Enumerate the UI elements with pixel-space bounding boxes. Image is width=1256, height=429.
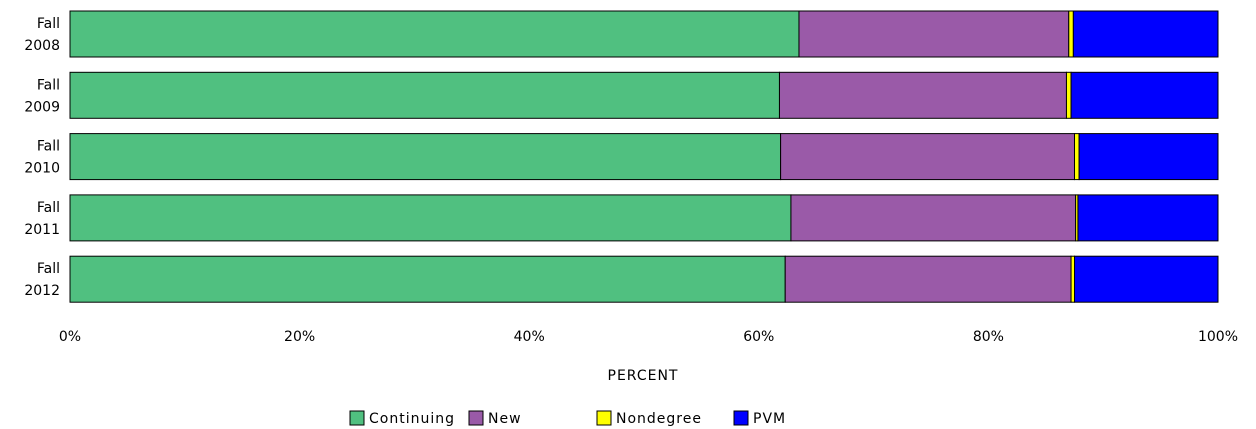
legend-label-new: New xyxy=(488,411,522,427)
bar-continuing-fall-2009 xyxy=(69,71,780,119)
bar-pvm-fall-2011 xyxy=(1077,194,1219,242)
x-axis-ticks: 0% 20% 40% 60% 80% 100% xyxy=(59,329,1238,345)
category-label: Fall 2010 xyxy=(24,139,60,177)
bar-continuing-fall-2012 xyxy=(69,255,786,303)
category-labels: Fall 2008 Fall 2009 Fall 2010 Fall 2011 Fall 2012 xyxy=(24,16,60,299)
bar-pvm-fall-2012 xyxy=(1074,255,1219,303)
bar-pvm-fall-2008 xyxy=(1072,10,1219,58)
bars-group xyxy=(69,10,1219,303)
bar-new-fall-2012 xyxy=(784,255,1072,303)
category-label: Fall 2008 xyxy=(24,16,60,54)
bar-pvm-fall-2009 xyxy=(1070,71,1219,119)
bar-nondegree-fall-2009 xyxy=(1065,71,1072,119)
legend-swatch-continuing xyxy=(349,410,365,426)
legend-label-continuing: Continuing xyxy=(369,411,455,427)
bar-nondegree-fall-2008 xyxy=(1068,10,1074,58)
bar-continuing-fall-2008 xyxy=(69,10,800,58)
bar-continuing-fall-2010 xyxy=(69,133,782,181)
bar-continuing-fall-2011 xyxy=(69,194,792,242)
legend-label-nondegree: Nondegree xyxy=(616,411,702,427)
x-tick-label: 40% xyxy=(514,329,545,345)
x-tick-label: 100% xyxy=(1198,329,1238,345)
bar-nondegree-fall-2012 xyxy=(1070,255,1076,303)
bar-new-fall-2011 xyxy=(790,194,1077,242)
x-tick-label: 80% xyxy=(973,329,1004,345)
legend-swatch-new xyxy=(468,410,484,426)
category-label: Fall 2011 xyxy=(24,200,60,238)
category-label: Fall 2009 xyxy=(24,77,60,115)
x-tick-label: 20% xyxy=(284,329,315,345)
category-label: Fall 2012 xyxy=(24,261,60,299)
legend: Continuing New Nondegree PVM xyxy=(349,410,786,427)
legend-swatch-nondegree xyxy=(596,410,612,426)
legend-label-pvm: PVM xyxy=(753,411,786,427)
x-tick-label: 60% xyxy=(743,329,774,345)
bar-new-fall-2010 xyxy=(780,133,1075,181)
legend-swatch-pvm xyxy=(733,410,749,426)
x-axis-title: PERCENT xyxy=(608,368,679,384)
x-tick-label: 0% xyxy=(59,329,81,345)
bar-new-fall-2009 xyxy=(778,71,1067,119)
bar-nondegree-fall-2010 xyxy=(1074,133,1080,181)
bar-pvm-fall-2010 xyxy=(1078,133,1219,181)
bar-new-fall-2008 xyxy=(798,10,1070,58)
